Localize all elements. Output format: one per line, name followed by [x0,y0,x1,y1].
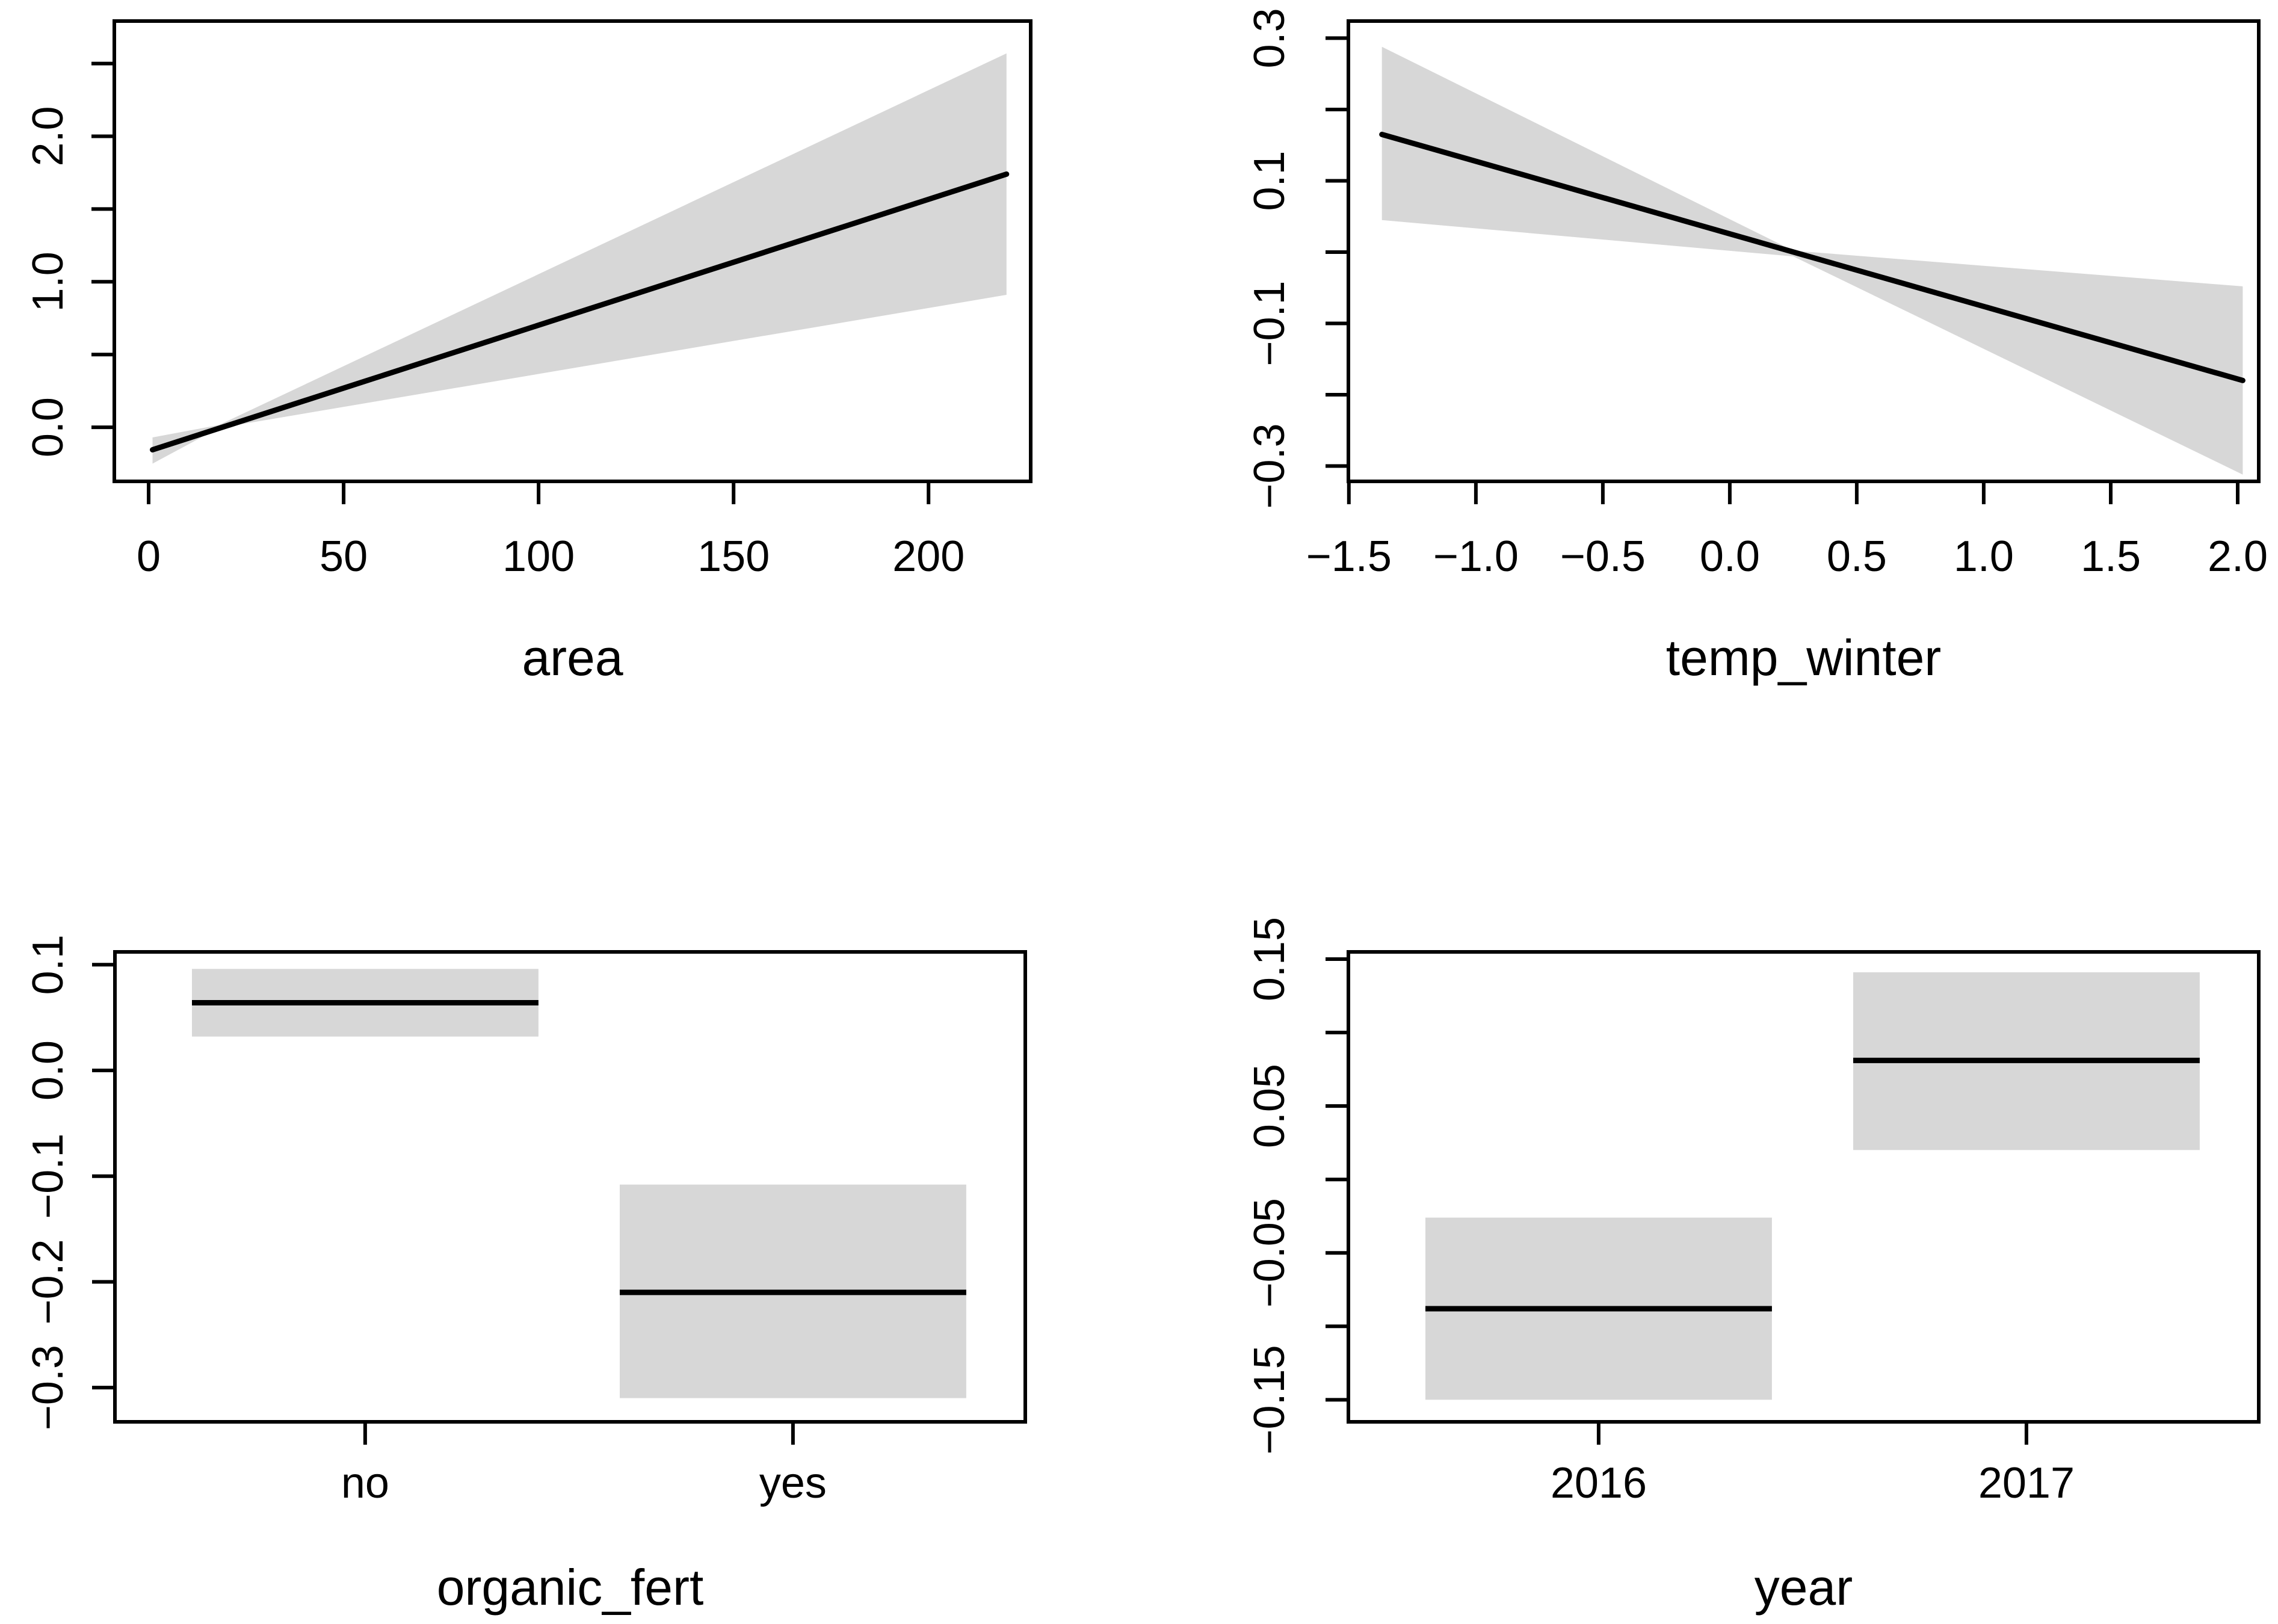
panel-organic_fert: no yes −0.3 −0.2 −0.1 0.0 0.1 organic_fert [24,934,1027,1616]
y-tick-label: −0.3 [24,1345,72,1430]
x-tick-label: 1.0 [1954,533,2014,581]
x-tick-label: 2.0 [2208,533,2268,581]
plot-box [1347,950,2261,1424]
plot-box [113,950,1027,1424]
x-tick-label: 1.5 [2081,533,2141,581]
panel-temp_winter: −1.5 −1.0 −0.5 0.0 0.5 1.0 1.5 2.0 −0.3 −0.1 0.1 0.… [1245,8,2268,686]
y-tick-label: 0.1 [1245,150,1294,211]
confidence-band [1381,46,2243,475]
y-tick-label: 1.0 [24,252,72,312]
x-tick-label: no [341,1459,389,1507]
x-tick-label: 0 [137,533,161,581]
x-tick-label: −0.5 [1560,533,1646,581]
panel-area: 0 50 100 150 200 0.0 1.0 2.0 area [24,19,1033,686]
y-tick-label: 2.0 [24,106,72,166]
x-tick-label: yes [759,1459,827,1507]
x-axis-title-temp_winter: temp_winter [1666,629,1942,686]
x-tick-label: 0.5 [1827,533,1887,581]
y-tick-label: −0.15 [1245,1345,1294,1454]
y-tick-label: 0.05 [1245,1064,1294,1148]
y-tick-label: −0.3 [1245,423,1294,508]
x-tick-label: 150 [697,533,770,581]
x-tick-label: −1.0 [1433,533,1519,581]
y-tick-label: 0.0 [24,397,72,457]
confidence-band [152,53,1007,464]
y-tick-label: −0.2 [24,1239,72,1324]
fit-line [150,171,1010,452]
y-tick-label: −0.05 [1245,1198,1294,1308]
x-axis-title-area: area [522,629,623,686]
plot-box [113,19,1033,483]
y-tick-label: 0.3 [1245,8,1294,68]
panel-year: 2016 2017 −0.15 −0.05 0.05 0.15 year [1245,917,2261,1616]
x-tick-label: 50 [319,533,368,581]
y-tick-label: 0.1 [24,934,72,995]
x-tick-label: 2017 [1978,1459,2075,1507]
x-tick-label: 2016 [1551,1459,1647,1507]
y-tick-label: 0.0 [24,1040,72,1101]
y-tick-label: 0.15 [1245,917,1294,1001]
x-tick-label: 100 [502,533,575,581]
y-tick-label: −0.1 [1245,280,1294,366]
x-tick-label: −1.5 [1306,533,1392,581]
x-axis-title-organic_fert: organic_fert [437,1559,704,1616]
x-axis-title-year: year [1755,1559,1853,1616]
fit-line [1379,131,2246,383]
y-tick-label: −0.1 [24,1134,72,1219]
x-tick-label: 0.0 [1700,533,1760,581]
x-tick-label: 200 [892,533,965,581]
